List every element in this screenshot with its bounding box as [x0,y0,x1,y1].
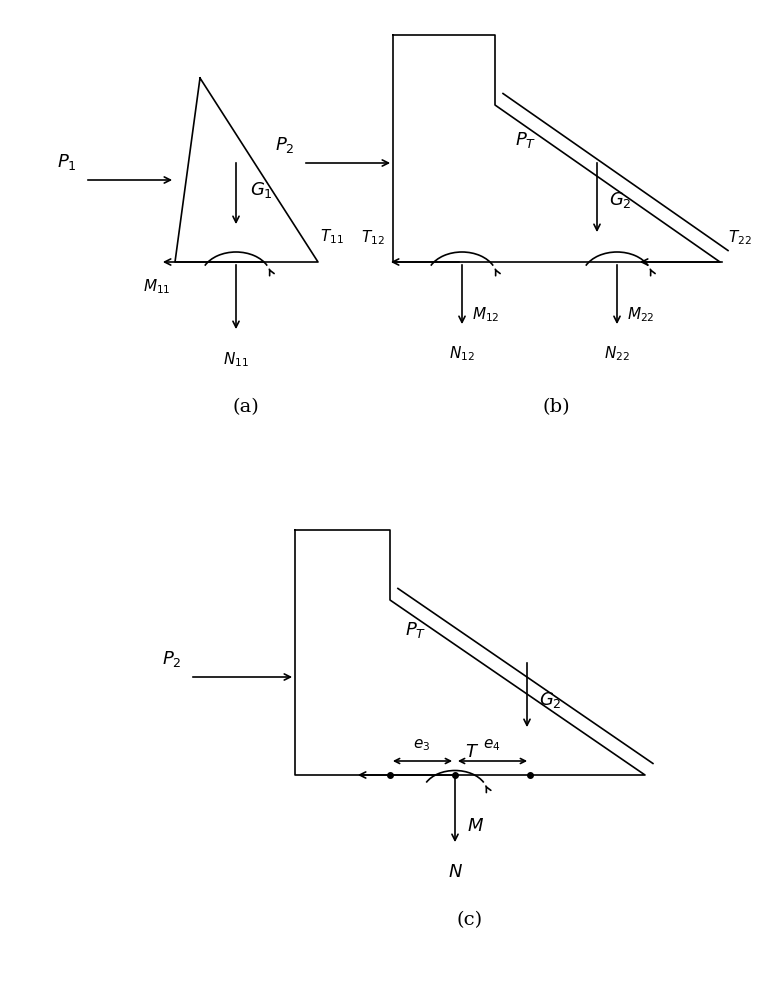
Text: $T$: $T$ [465,743,479,761]
Text: $P_1$: $P_1$ [58,152,77,172]
Text: $G_1$: $G_1$ [250,180,273,200]
Text: $M_{11}$: $M_{11}$ [143,278,171,296]
Text: $N$: $N$ [447,863,463,881]
Text: $M$: $M$ [467,817,484,835]
Text: $P_2$: $P_2$ [163,649,182,669]
Text: $M_{22}$: $M_{22}$ [627,305,654,324]
Text: (a): (a) [232,398,259,416]
Text: $T_{22}$: $T_{22}$ [728,228,752,247]
Text: $e_3$: $e_3$ [413,737,430,753]
Text: $G_2$: $G_2$ [539,690,561,710]
Text: (b): (b) [542,398,570,416]
Text: $M_{12}$: $M_{12}$ [472,305,499,324]
Text: $P_T$: $P_T$ [405,620,426,640]
Text: $P_T$: $P_T$ [515,130,536,150]
Text: $T_{11}$: $T_{11}$ [320,227,344,246]
Text: $T_{12}$: $T_{12}$ [361,228,385,247]
Text: $P_2$: $P_2$ [275,135,295,155]
Text: $N_{22}$: $N_{22}$ [604,344,630,363]
Text: $N_{12}$: $N_{12}$ [449,344,475,363]
Text: $e_4$: $e_4$ [483,737,501,753]
Text: $N_{11}$: $N_{11}$ [223,350,249,369]
Text: (c): (c) [457,911,483,929]
Text: $G_2$: $G_2$ [609,190,632,210]
